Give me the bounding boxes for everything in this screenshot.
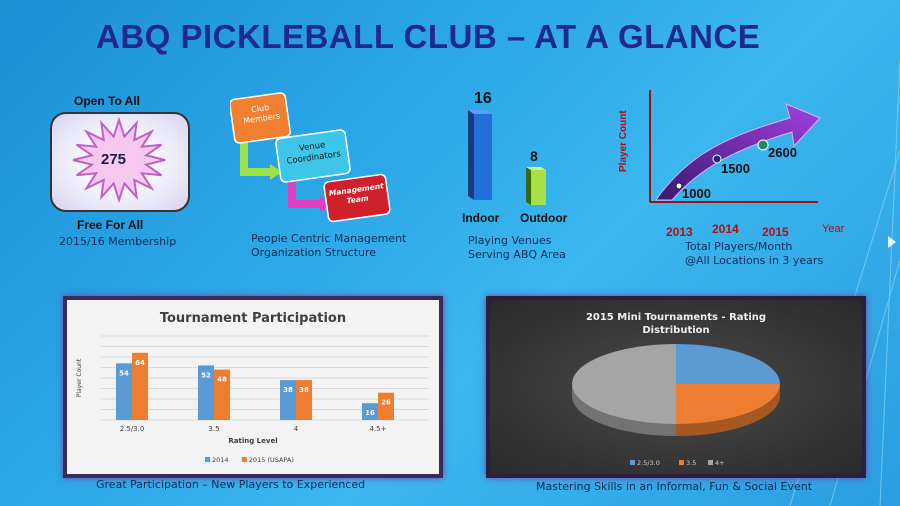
rating-pie-panel: 2015 Mini Tournaments - Rating Distributi… [486, 296, 866, 478]
indoor-count: 16 [474, 90, 492, 107]
bar-caption: Great Participation – New Players to Exp… [96, 478, 366, 491]
bar-category-label: 4.5+ [370, 425, 387, 433]
growth-chart [649, 90, 821, 203]
growth-year-2015: 2015 [762, 225, 789, 239]
bar-value-label: 64 [135, 359, 145, 367]
bar-2014 [116, 363, 132, 420]
venues-caption-line1: Playing Venues [468, 234, 552, 247]
outdoor-count: 8 [530, 148, 538, 164]
pie-slice-2-5-3-0 [676, 344, 780, 384]
bar-category-label: 2.5/3.0 [120, 425, 145, 433]
pie-legend-swatch [630, 460, 635, 465]
pie-slice-side [676, 384, 780, 436]
growth-year-2014: 2014 [712, 222, 739, 236]
indoor-bar [468, 110, 492, 200]
bar-value-label: 48 [217, 376, 227, 384]
bar-2015-usapa- [296, 380, 312, 420]
bar-value-label: 38 [283, 386, 293, 394]
growth-caption-line1: Total Players/Month [685, 240, 793, 253]
pie-legend-label: 2.5/3.0 [637, 459, 660, 467]
bar-category-label: 3.5 [208, 425, 219, 433]
growth-value-2014: 1500 [721, 161, 750, 176]
growth-y-label: Player Count [618, 110, 629, 172]
growth-year-2013: 2013 [666, 225, 693, 239]
bar-2015-usapa- [214, 369, 230, 420]
growth-arrow [655, 103, 821, 201]
growth-caption-line2: @All Locations in 3 years [685, 254, 824, 267]
pie-slice-3-5 [676, 384, 780, 424]
org-chart [230, 92, 391, 223]
bar-2015-usapa- [378, 392, 394, 420]
growth-x-label: Year [822, 223, 845, 235]
pie-slice-4plus [572, 344, 676, 424]
pie-caption: Mastering Skills in an Informal, Fun & S… [536, 480, 813, 493]
membership-caption: 2015/16 Membership [59, 235, 177, 248]
bar-value-label: 54 [119, 369, 129, 377]
growth-point-2015 [757, 139, 769, 151]
pie-legend-swatch [679, 460, 684, 465]
bar-value-label: 52 [201, 371, 211, 379]
bar-2014 [362, 403, 378, 420]
pie-slice-side [572, 384, 676, 436]
bar-value-label: 16 [365, 409, 375, 417]
indoor-label: Indoor [462, 211, 500, 225]
bar-2014 [280, 380, 296, 420]
membership-bottom-label: Free For All [77, 218, 144, 232]
org-caption-line1: People Centric Management [251, 232, 407, 245]
pie-legend-label: 3.5 [686, 459, 696, 467]
growth-point-2013 [675, 182, 683, 190]
growth-point-2014 [712, 154, 722, 164]
bar-value-label: 26 [381, 399, 391, 407]
org-box-management-team [323, 173, 391, 223]
starburst-icon [72, 116, 166, 204]
org-caption-line2: Organization Structure [251, 246, 376, 259]
pie-title-line2: Distribution [642, 325, 709, 336]
outdoor-bar [526, 167, 546, 205]
bar-category-label: 4 [294, 425, 299, 433]
bar-legend-label: 2014 [212, 456, 229, 464]
pie-title-line1: 2015 Mini Tournaments - Rating [586, 312, 766, 323]
bar-chart-title: Tournament Participation [160, 311, 346, 326]
bar-legend-label: 2015 (USAPA) [249, 456, 294, 464]
tournament-chart-panel: Tournament Participation Player Count 54 64… [63, 296, 443, 478]
bar-2015-usapa- [132, 352, 148, 420]
bar-value-label: 38 [299, 386, 309, 394]
bar-legend-swatch [241, 457, 247, 462]
growth-value-2015: 2600 [768, 145, 797, 160]
bar-x-label: Rating Level [228, 437, 277, 445]
pie-legend-swatch [708, 460, 713, 465]
membership-count: 275 [101, 151, 127, 168]
membership-top-label: Open To All [74, 94, 140, 108]
pie-legend-label: 4+ [715, 459, 725, 467]
rating-pie-chart: 2015 Mini Tournaments - Rating Distributi… [572, 312, 780, 467]
page-title: ABQ PICKLEBALL CLUB – AT A GLANCE [96, 18, 761, 55]
org-box-club-members [230, 92, 291, 144]
bar-legend-swatch [205, 457, 210, 462]
outdoor-label: Outdoor [520, 211, 568, 225]
growth-value-2013: 1000 [682, 186, 711, 201]
venues-caption-line2: Serving ABQ Area [468, 248, 566, 261]
org-box-venue-coordinators [275, 129, 351, 183]
tournament-bar-chart: Tournament Participation Player Count 54 64… [76, 311, 429, 464]
bar-2014 [198, 365, 214, 420]
bar-y-label: Player Count [76, 358, 83, 397]
